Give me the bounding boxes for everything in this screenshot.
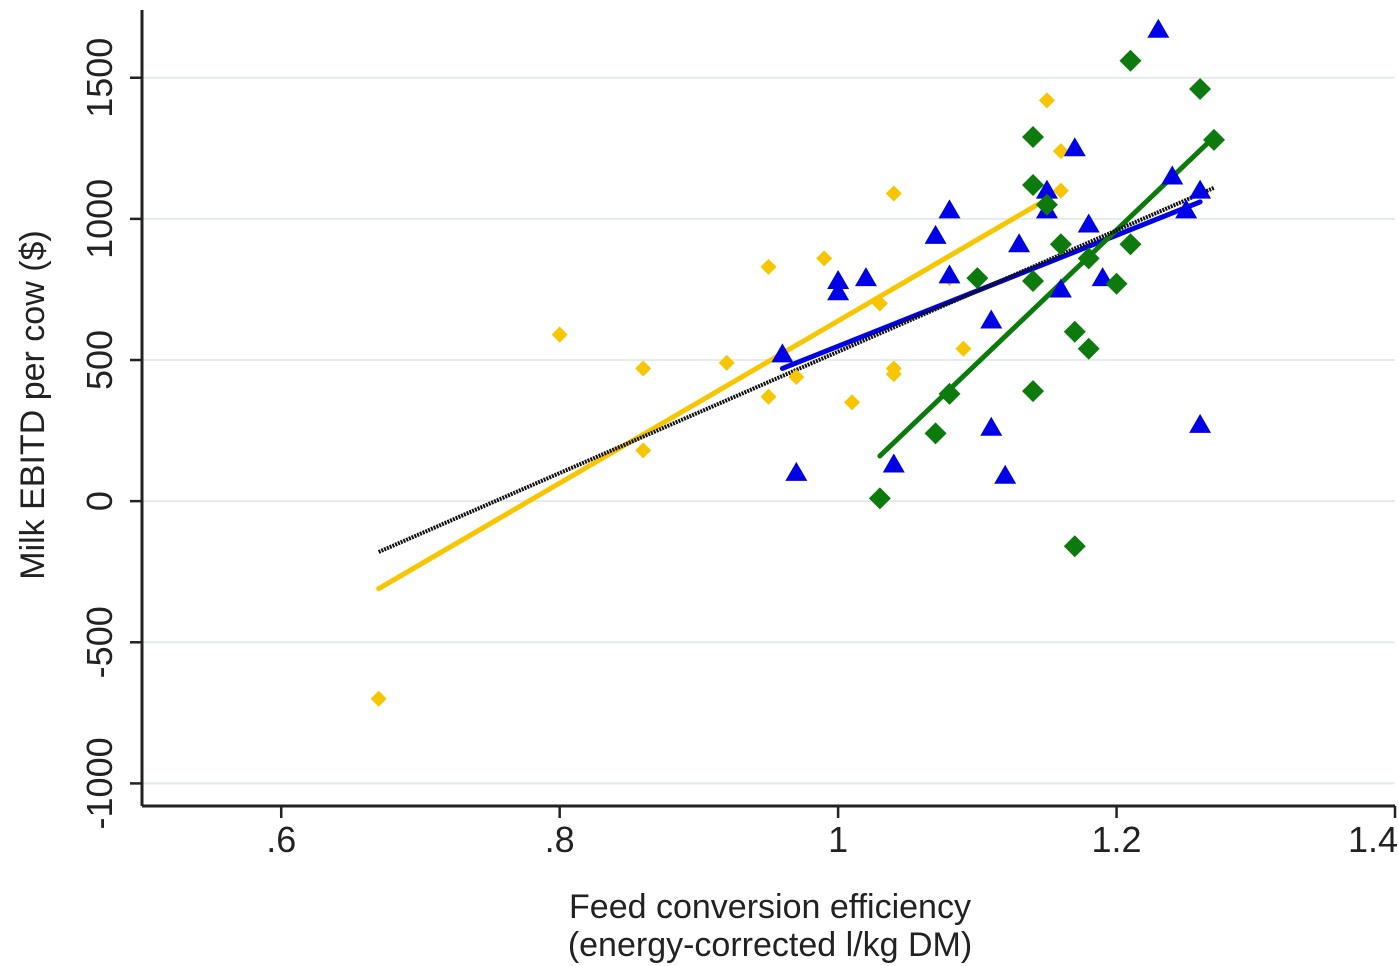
point-series-0-4 (718, 354, 735, 371)
point-series-1-5 (882, 453, 905, 473)
point-series-2-17 (1189, 78, 1212, 101)
point-series-1-3 (827, 281, 850, 301)
point-series-2-7 (1022, 380, 1045, 403)
point-series-0-18 (1052, 182, 1069, 199)
y-tick-label-3: 500 (79, 330, 120, 390)
point-series-2-14 (1105, 272, 1128, 295)
tick-labels: -1000 -500 0 500 1000 1500 .6 .8 1 1.2 1.4 (79, 38, 1398, 860)
x-tick-label-1: .8 (545, 819, 575, 860)
point-series-1-2 (827, 269, 850, 289)
point-series-0-10 (871, 295, 888, 312)
y-tick-label-4: 1000 (79, 179, 120, 259)
point-series-1-1 (785, 461, 808, 481)
point-series-2-3 (966, 267, 989, 290)
point-series-1-7 (938, 199, 961, 219)
point-series-1-10 (980, 416, 1003, 436)
point-series-1-13 (1035, 179, 1058, 199)
point-series-2-11 (1063, 535, 1086, 558)
fit-line-overall (377, 185, 1215, 554)
x-axis-title-line1: Feed conversion efficiency (569, 888, 971, 926)
point-series-0-8 (816, 250, 833, 267)
data-points (370, 18, 1226, 707)
point-series-2-16 (1119, 233, 1142, 256)
y-tick-label-0: -1000 (79, 737, 120, 829)
x-tick-label-4: 1.4 (1348, 819, 1398, 860)
point-series-1-23 (1189, 413, 1212, 433)
point-series-1-21 (1175, 199, 1198, 219)
point-series-0-1 (551, 326, 568, 343)
y-tick-label-5: 1500 (79, 38, 120, 118)
point-series-0-13 (885, 366, 902, 383)
point-series-2-15 (1119, 49, 1142, 72)
point-series-1-19 (1147, 18, 1170, 38)
point-series-1-4 (854, 267, 877, 287)
point-series-1-20 (1161, 165, 1184, 185)
point-series-1-16 (1063, 137, 1086, 157)
x-tick-label-3: 1.2 (1092, 819, 1142, 860)
point-series-2-2 (938, 382, 961, 405)
point-series-0-7 (788, 368, 805, 385)
point-series-1-0 (771, 343, 794, 363)
point-series-0-11 (885, 185, 902, 202)
point-series-0-17 (1052, 143, 1069, 160)
point-series-1-22 (1189, 179, 1212, 199)
x-axis-title-line2: (energy-corrected l/kg DM) (568, 926, 972, 964)
point-series-1-17 (1077, 213, 1100, 233)
point-series-0-6 (760, 388, 777, 405)
point-series-0-15 (955, 340, 972, 357)
fit-line-series-0 (376, 196, 1050, 592)
point-series-2-9 (1049, 233, 1072, 256)
point-series-1-15 (1049, 278, 1072, 298)
x-tick-label-0: .6 (266, 819, 296, 860)
point-series-2-12 (1077, 247, 1100, 270)
point-series-1-12 (1008, 233, 1031, 253)
point-series-2-0 (868, 487, 891, 510)
fit-line-series-1 (779, 199, 1203, 371)
fit-lines (376, 134, 1217, 592)
axes (130, 10, 1397, 818)
point-series-2-18 (1203, 128, 1226, 151)
point-series-2-13 (1077, 337, 1100, 360)
point-series-0-3 (635, 442, 652, 459)
y-tick-label-1: -500 (79, 606, 120, 678)
point-series-0-0 (370, 690, 387, 707)
y-tick-label-2: 0 (79, 491, 120, 511)
grid-lines (142, 76, 1395, 785)
point-series-1-9 (980, 309, 1003, 329)
x-tick-label-2: 1 (828, 819, 848, 860)
point-series-2-1 (924, 422, 947, 445)
y-axis-title: Milk EBITD per cow ($) (14, 230, 52, 580)
point-series-1-8 (938, 264, 961, 284)
point-series-2-4 (1022, 126, 1045, 149)
point-series-0-2 (635, 360, 652, 377)
fit-line-series-2 (877, 134, 1217, 459)
point-series-1-11 (994, 464, 1017, 484)
point-series-0-16 (1038, 92, 1055, 109)
point-series-1-6 (924, 224, 947, 244)
point-series-0-5 (760, 258, 777, 275)
point-series-0-9 (844, 394, 861, 411)
point-series-2-8 (1035, 193, 1058, 216)
point-series-2-5 (1022, 174, 1045, 197)
point-series-2-6 (1022, 269, 1045, 292)
point-series-2-10 (1063, 320, 1086, 343)
